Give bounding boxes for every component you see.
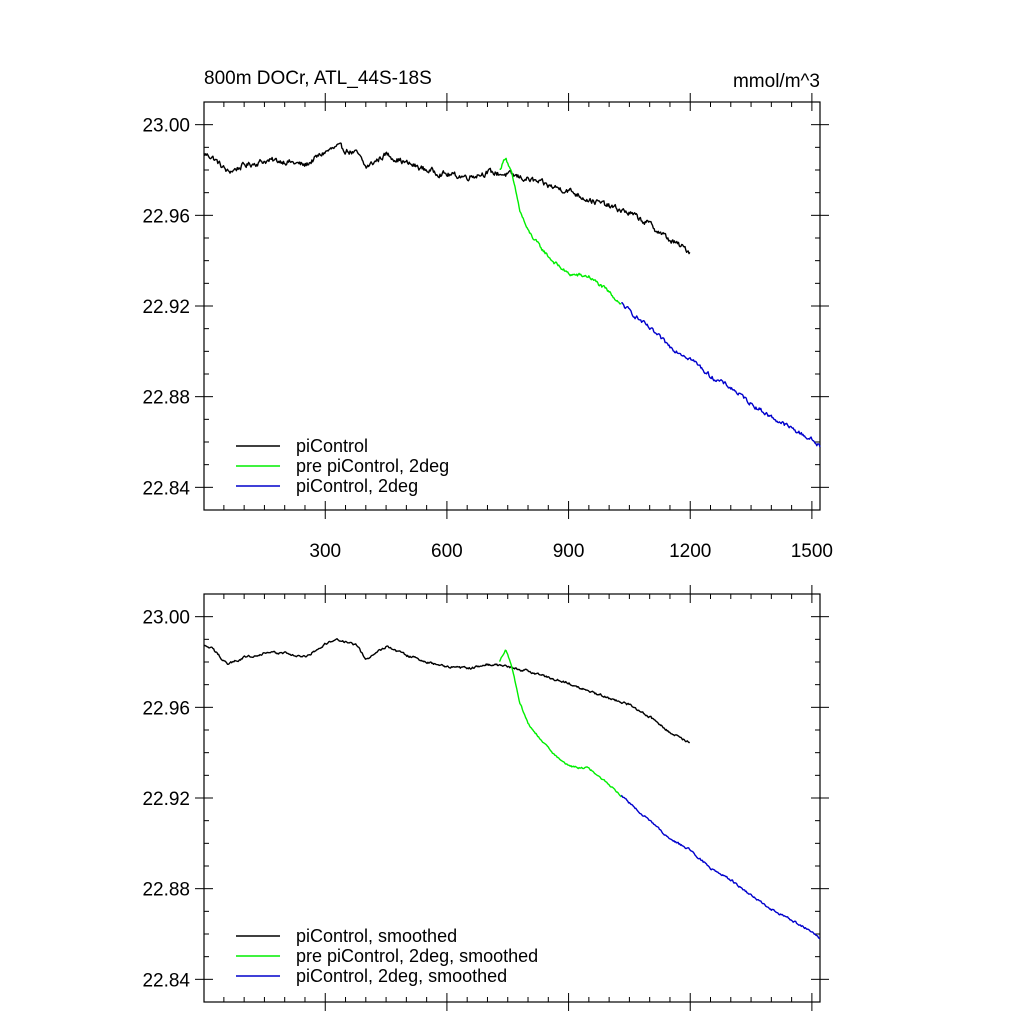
top-panel: 300 600 900 1200 1500 22.84 22.88 22.92 22.96 23.… (142, 93, 833, 562)
y-tick-label: 22.84 (142, 478, 190, 499)
y-tick-label: 22.88 (142, 388, 190, 409)
x-tick-label: 600 (431, 541, 463, 562)
x-tick-label: 300 (309, 541, 341, 562)
series-line-pre-picontrol-2deg-smoothed (498, 649, 622, 798)
y-tick-label: 22.84 (142, 970, 190, 991)
y-tick-label: 22.92 (142, 297, 190, 318)
x-tick-label: 900 (553, 541, 585, 562)
legend-label: piControl, 2deg, smoothed (296, 966, 507, 986)
y-tick-label: 22.96 (142, 698, 190, 719)
y-tick-label: 23.00 (142, 116, 190, 137)
y-tick-label: 22.88 (142, 880, 190, 901)
chart-title: 800m DOCr, ATL_44S-18S (204, 68, 432, 89)
units-label: mmol/m^3 (733, 71, 820, 92)
x-tick-label: 1200 (669, 541, 711, 562)
y-tick-label: 22.96 (142, 206, 190, 227)
legend-label: pre piControl, 2deg (296, 456, 449, 476)
legend-label: pre piControl, 2deg, smoothed (296, 946, 538, 966)
bottom-panel: 22.84 22.88 22.92 22.96 23.00 piControl, smoo… (142, 585, 829, 1011)
legend-label: piControl, smoothed (296, 926, 457, 946)
series-line-picontrol-2deg-smoothed (620, 794, 821, 940)
legend-label: piControl, 2deg (296, 476, 418, 496)
legend-label: piControl (296, 436, 368, 456)
y-tick-label: 22.92 (142, 789, 190, 810)
series-line-pre-picontrol-2deg (499, 157, 622, 305)
series-line-picontrol-2deg (621, 302, 821, 448)
x-tick-label: 1500 (791, 541, 833, 562)
series-line-picontrol-smoothed (203, 638, 691, 744)
y-tick-label: 23.00 (142, 608, 190, 629)
series-line-picontrol (203, 142, 691, 255)
